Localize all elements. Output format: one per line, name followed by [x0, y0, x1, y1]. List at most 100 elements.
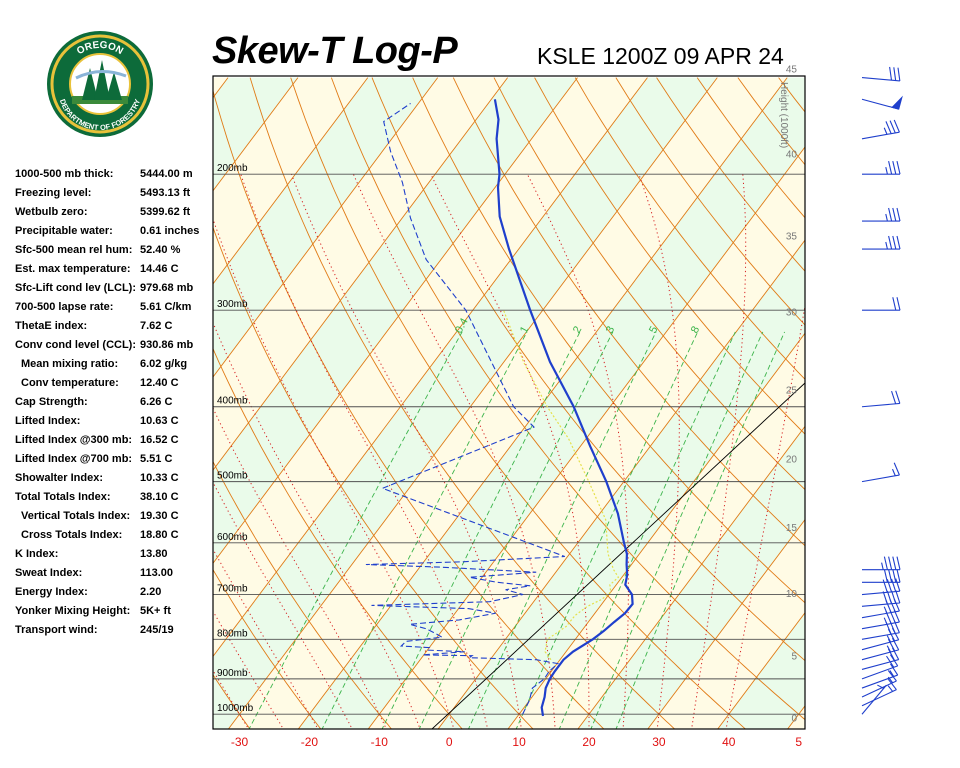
- mixing-ratio-line: [615, 331, 786, 729]
- x-tick-label: 20: [582, 735, 596, 749]
- stat-label: Sfc-Lift cond lev (LCL):: [15, 282, 136, 294]
- moist-adiabat: [213, 217, 455, 729]
- isotherm-line: [717, 611, 805, 729]
- barb-half: [886, 635, 892, 643]
- stat-label: Energy Index:: [15, 586, 88, 598]
- barb-staff: [861, 610, 900, 619]
- barb-flag: [891, 95, 903, 110]
- barb-staff: [861, 659, 899, 670]
- isotherm-line: [577, 425, 805, 729]
- barb-full: [893, 462, 900, 476]
- wind-barb: [862, 207, 901, 222]
- barb-half: [885, 241, 888, 250]
- dry-adiabat: [901, 78, 960, 731]
- stat-row: Sfc-Lift cond lev (LCL): 979.68 mb: [15, 282, 215, 301]
- moist-adiabat: [725, 302, 805, 729]
- isotherm-line: [213, 77, 648, 658]
- stat-value: 10.63 C: [140, 415, 179, 427]
- barb-full: [897, 67, 901, 81]
- wind-barb: [862, 569, 901, 583]
- isobar-label: 600mb: [217, 532, 248, 543]
- barb-full: [895, 590, 901, 604]
- isotherm-line: [213, 77, 439, 378]
- barb-full: [892, 161, 897, 175]
- stat-label: Mean mixing ratio:: [21, 358, 119, 370]
- stat-label: Precipitable water:: [15, 225, 113, 237]
- mixing-ratio-label: 1: [518, 324, 531, 335]
- stat-label: Vertical Totals Index:: [21, 510, 131, 522]
- wind-barb: [861, 66, 901, 82]
- barb-full: [888, 235, 893, 250]
- mixing-ratio-label: 2: [571, 324, 584, 335]
- barb-full: [882, 591, 888, 605]
- barb-full: [885, 121, 892, 134]
- mixing-ratio-label: 5: [647, 324, 660, 335]
- stat-label: K Index:: [15, 548, 59, 560]
- barb-staff: [861, 689, 897, 707]
- station-time: KSLE 1200Z 09 APR 24: [537, 43, 784, 69]
- barb-staff: [861, 77, 900, 82]
- isotherm-line: [213, 77, 369, 285]
- isobar-label: 200mb: [217, 163, 248, 174]
- moist-adiabat: [213, 548, 319, 729]
- dry-adiabat: [860, 78, 960, 731]
- barb-staff: [861, 674, 898, 689]
- barb-full: [896, 556, 901, 570]
- barb-staff: [861, 639, 899, 651]
- isobar-label: 300mb: [217, 299, 248, 310]
- dry-adiabat: [941, 78, 960, 731]
- stat-row: 1000-500 mb thick: 5444.00 m: [15, 168, 215, 187]
- stat-row: ThetaE index: 7.62 C: [15, 320, 215, 339]
- isotherm-band: [228, 77, 788, 729]
- stat-value: 5444.00 m: [140, 168, 193, 180]
- barb-full: [889, 120, 896, 134]
- isobar-label: 900mb: [217, 668, 248, 679]
- stat-label: Total Totals Index:: [15, 491, 111, 503]
- wind-barb: [862, 556, 901, 571]
- isotherm-line: [213, 77, 508, 471]
- stat-value: 6.26 C: [140, 396, 173, 408]
- wind-barb: [861, 390, 901, 408]
- barb-full: [891, 578, 897, 592]
- barb-half: [889, 670, 895, 677]
- isobar-label: 500mb: [217, 471, 248, 482]
- barb-staff: [861, 632, 900, 640]
- wind-column: [806, 70, 866, 750]
- isotherm-line: [437, 239, 805, 729]
- sounding-indices: 1000-500 mb thick: 5444.00 m Freezing leve…: [15, 168, 215, 643]
- barb-staff: [861, 402, 900, 408]
- height-tick-label: 5: [791, 652, 797, 663]
- barb-half: [883, 617, 888, 625]
- stat-value: 10.33 C: [140, 472, 179, 484]
- stat-row: Mean mixing ratio: 6.02 g/kg: [15, 358, 215, 377]
- stat-label: Conv cond level (CCL):: [15, 339, 137, 351]
- x-tick-label: -10: [371, 735, 389, 749]
- barb-full: [888, 207, 893, 222]
- isotherm-band: [213, 77, 368, 284]
- stat-label: Conv temperature:: [21, 377, 119, 389]
- stat-label: 700-500 lapse rate:: [15, 301, 114, 313]
- stat-value: 0.61 inches: [140, 225, 200, 237]
- stat-row: Yonker Mixing Height: 5K+ ft: [15, 605, 215, 624]
- isotherm-line: [213, 77, 299, 192]
- stat-value: 13.80: [140, 548, 168, 560]
- isotherm-line: [227, 77, 718, 729]
- barb-staff: [861, 131, 900, 140]
- barb-half: [891, 468, 896, 476]
- barb-full: [892, 207, 897, 222]
- x-tick-label: 30: [652, 735, 666, 749]
- barb-half: [883, 606, 888, 614]
- dewpoint-trace: [365, 102, 565, 715]
- barb-half: [885, 213, 888, 222]
- height-tick-label: 30: [786, 307, 798, 318]
- isobar-label: 1000mb: [217, 703, 254, 714]
- wind-barb: [861, 637, 900, 661]
- stat-label: Yonker Mixing Height:: [15, 605, 131, 617]
- wind-barb: [861, 609, 900, 630]
- barb-full: [895, 390, 901, 404]
- barb-full: [888, 161, 893, 175]
- barb-full: [891, 390, 897, 404]
- barb-half: [887, 685, 894, 692]
- barb-full: [891, 637, 900, 651]
